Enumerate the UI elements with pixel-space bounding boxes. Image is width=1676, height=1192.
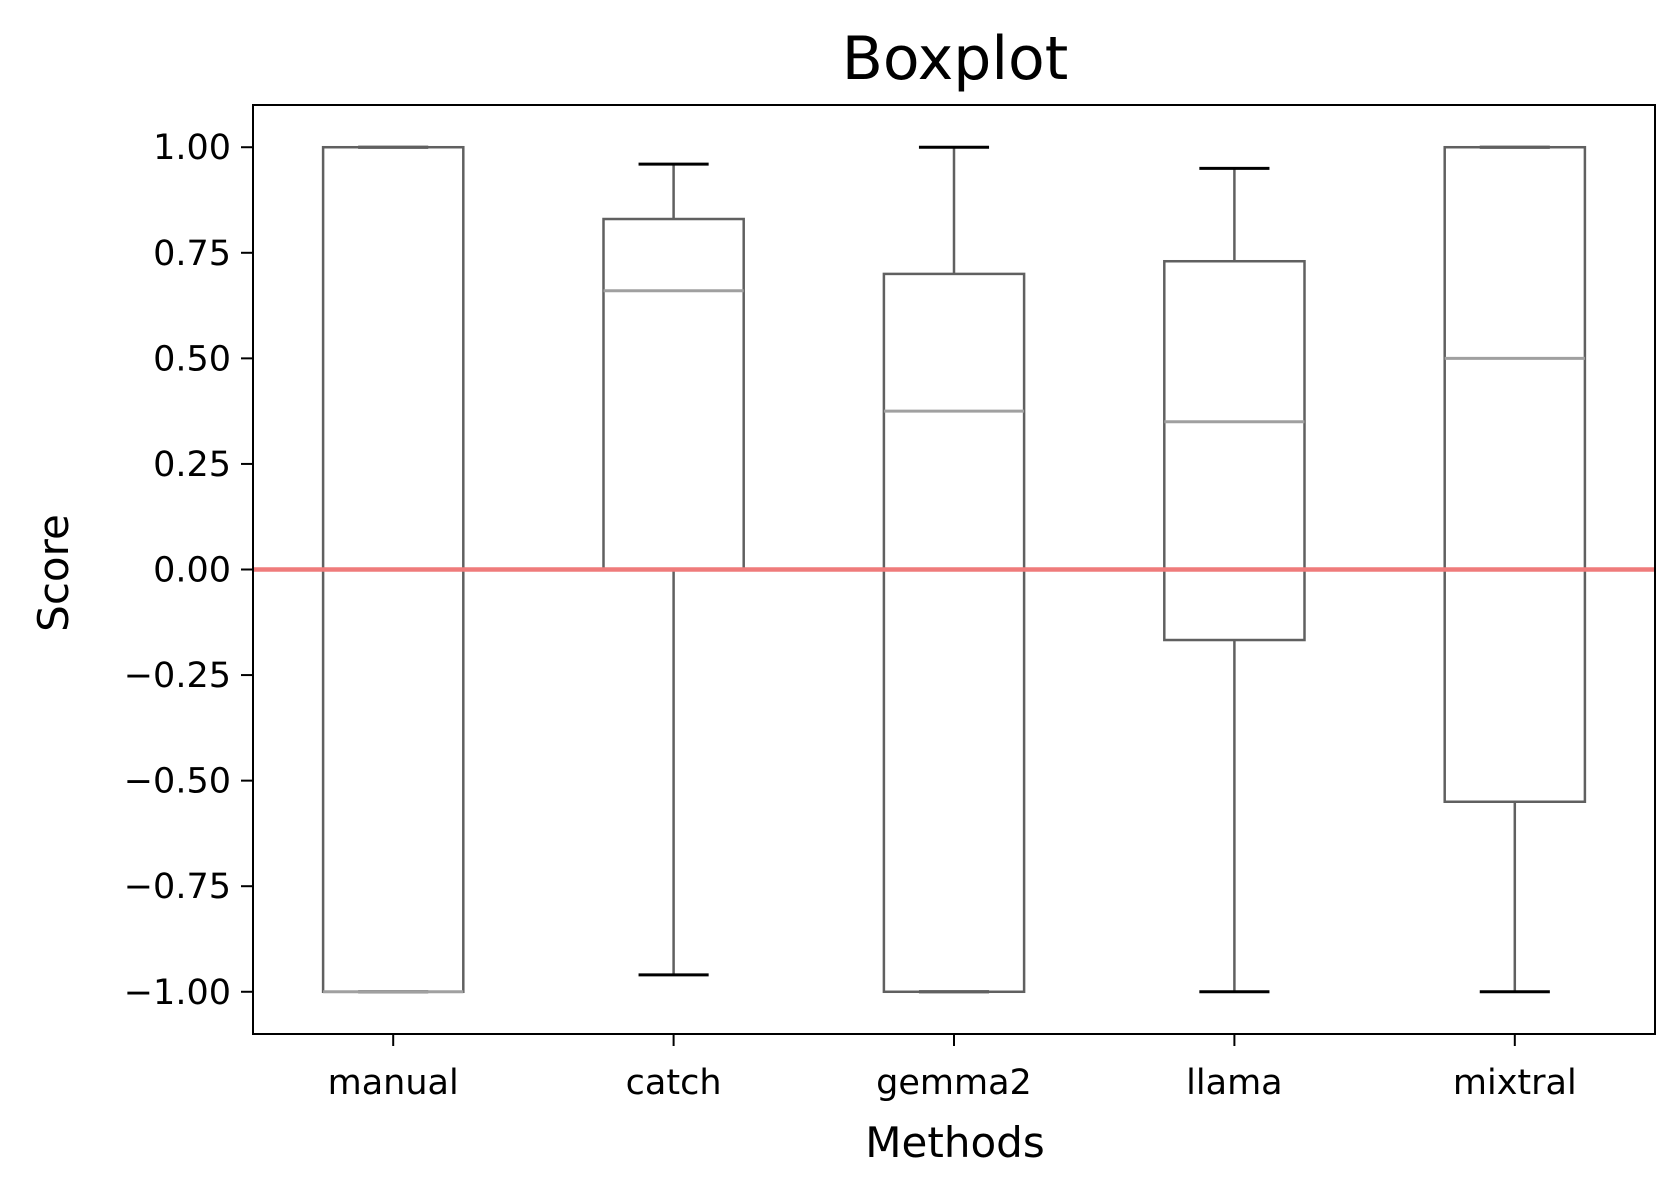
chart-title: Boxplot — [842, 24, 1069, 94]
y-tick-label: 0.00 — [153, 551, 231, 591]
y-tick-label: −0.50 — [124, 762, 231, 802]
y-axis-label: Score — [29, 514, 78, 632]
y-tick-label: −1.00 — [124, 973, 231, 1013]
y-tick-label: 1.00 — [153, 128, 231, 168]
y-tick-label: 0.75 — [153, 234, 231, 274]
box-mixtral — [1443, 145, 1587, 803]
x-tick-label-llama: llama — [1186, 1063, 1282, 1103]
y-tick-label: 0.25 — [153, 445, 231, 485]
x-tick-label-catch: catch — [626, 1063, 722, 1103]
box-catch — [602, 217, 745, 571]
box-llama — [1163, 259, 1306, 642]
y-tick-label: −0.25 — [124, 656, 231, 696]
y-tick-label: 0.50 — [153, 339, 231, 379]
box-gemma2 — [882, 272, 1026, 994]
x-tick-label-mixtral: mixtral — [1453, 1063, 1577, 1103]
plot-area: 1.00 0.75 0.50 0.25 0.00 −0.25 −0.50 −0.75 −1.00… — [124, 104, 1656, 1103]
x-axis-label: Methods — [865, 1118, 1044, 1167]
y-tick-label: −0.75 — [124, 867, 231, 907]
x-tick-label-manual: manual — [328, 1063, 459, 1103]
x-tick-label-gemma2: gemma2 — [876, 1063, 1032, 1103]
